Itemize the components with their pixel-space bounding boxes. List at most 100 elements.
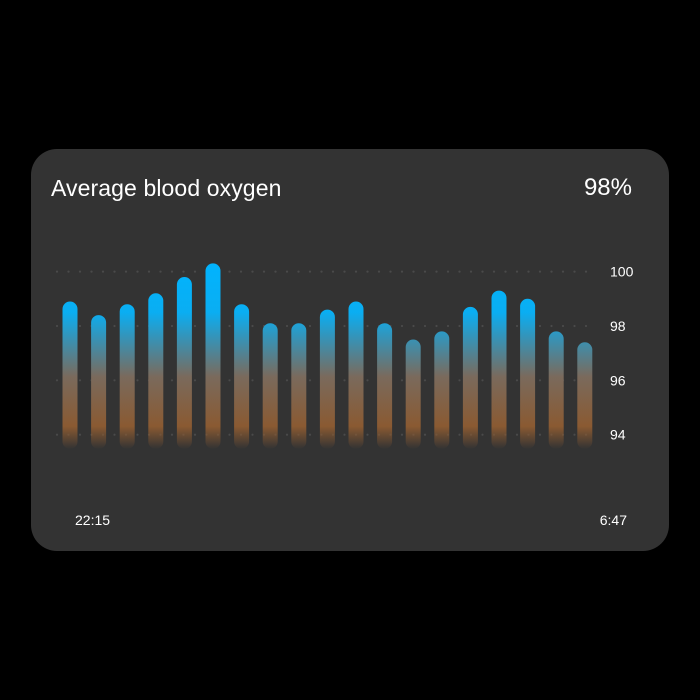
bar bbox=[520, 298, 536, 449]
grid-dot bbox=[343, 379, 346, 382]
grid-dot bbox=[584, 270, 588, 273]
bar bbox=[176, 277, 192, 449]
grid-dot bbox=[412, 270, 415, 273]
grid-dot bbox=[136, 379, 139, 382]
grid-dot bbox=[366, 433, 369, 436]
grid-dot bbox=[136, 433, 139, 436]
grid-dot bbox=[343, 270, 346, 273]
x-tick-label-start: 22:15 bbox=[75, 512, 111, 528]
bar bbox=[434, 331, 450, 449]
grid-dot bbox=[113, 379, 116, 382]
grid-dot bbox=[285, 433, 289, 436]
grid-dot bbox=[308, 324, 312, 328]
grid-dot bbox=[55, 379, 59, 382]
y-tick-label: 100 bbox=[610, 264, 634, 280]
grid-dot bbox=[550, 270, 553, 273]
grid-dot bbox=[366, 379, 369, 382]
bar bbox=[548, 331, 564, 449]
bar bbox=[491, 290, 507, 449]
grid-dot bbox=[515, 270, 519, 273]
grid-dot bbox=[458, 270, 461, 273]
grid-dot bbox=[538, 270, 542, 273]
grid-dot bbox=[573, 324, 576, 328]
grid-dot bbox=[423, 270, 427, 273]
grid-dot bbox=[412, 324, 415, 328]
grid-dot bbox=[136, 270, 139, 273]
grid-dot bbox=[538, 379, 542, 382]
grid-dot bbox=[55, 324, 59, 328]
grid-dot bbox=[101, 270, 105, 273]
grid-dot bbox=[124, 270, 128, 273]
grid-dot bbox=[182, 270, 185, 273]
grid-dot bbox=[193, 270, 197, 273]
grid-dot bbox=[515, 324, 519, 328]
grid-dot bbox=[366, 324, 369, 328]
grid-dot bbox=[274, 270, 277, 273]
y-tick-label: 98 bbox=[610, 318, 626, 334]
grid-dot bbox=[170, 270, 174, 273]
bars bbox=[62, 263, 593, 449]
grid-dot bbox=[78, 433, 82, 436]
grid-dot bbox=[446, 270, 450, 273]
grid-dot bbox=[193, 379, 197, 382]
bar bbox=[205, 263, 221, 449]
grid-dot bbox=[239, 270, 243, 273]
grid-dot bbox=[297, 270, 300, 273]
grid-dot bbox=[538, 433, 542, 436]
grid-dot bbox=[435, 270, 438, 273]
grid-dot bbox=[423, 379, 427, 382]
bar bbox=[262, 323, 278, 449]
grid-dot bbox=[366, 270, 369, 273]
grid-dot bbox=[251, 379, 254, 382]
grid-dot bbox=[515, 379, 519, 382]
grid-dot bbox=[400, 379, 404, 382]
y-tick-labels: 94 96 98 100 bbox=[610, 264, 634, 443]
card-title: Average blood oxygen bbox=[51, 175, 282, 201]
grid-dot bbox=[136, 324, 139, 328]
grid-dot bbox=[515, 433, 519, 436]
grid-dot bbox=[423, 433, 427, 436]
grid-dot bbox=[538, 324, 542, 328]
grid-dot bbox=[147, 270, 151, 273]
grid-dot bbox=[481, 379, 484, 382]
bar bbox=[62, 301, 78, 449]
bar bbox=[234, 304, 250, 449]
bar bbox=[148, 293, 164, 449]
grid-dot bbox=[193, 433, 197, 436]
average-value: 98% bbox=[583, 174, 632, 201]
grid-dot bbox=[78, 324, 82, 328]
grid-dot bbox=[78, 379, 82, 382]
grid-dot bbox=[400, 324, 404, 328]
grid-dot bbox=[251, 433, 254, 436]
grid-dot bbox=[527, 270, 530, 273]
bar bbox=[377, 323, 393, 449]
grid-dot bbox=[481, 433, 484, 436]
grid-dot bbox=[308, 433, 312, 436]
grid-dot bbox=[55, 270, 59, 273]
grid-dot bbox=[251, 324, 254, 328]
grid-dot bbox=[458, 433, 461, 436]
grid-dot bbox=[584, 324, 588, 328]
grid-dot bbox=[377, 270, 381, 273]
bar bbox=[348, 301, 364, 449]
bar bbox=[119, 304, 135, 449]
grid-dot bbox=[308, 379, 312, 382]
grid-dot bbox=[113, 324, 116, 328]
grid-dot bbox=[400, 433, 404, 436]
grid-dot bbox=[469, 270, 473, 273]
grid-dot bbox=[550, 324, 553, 328]
grid-dot bbox=[446, 324, 450, 328]
grid-dot bbox=[504, 270, 507, 273]
grid-dot bbox=[331, 270, 335, 273]
y-tick-label: 96 bbox=[610, 372, 626, 388]
grid-dot bbox=[423, 324, 427, 328]
grid-dot bbox=[389, 270, 392, 273]
grid-dot bbox=[193, 324, 197, 328]
bar bbox=[91, 315, 107, 449]
grid-dot bbox=[55, 433, 59, 436]
grid-dot bbox=[159, 270, 162, 273]
grid-dot bbox=[262, 270, 266, 273]
y-tick-label: 94 bbox=[610, 427, 626, 443]
bar bbox=[405, 339, 421, 449]
grid-dot bbox=[458, 324, 461, 328]
